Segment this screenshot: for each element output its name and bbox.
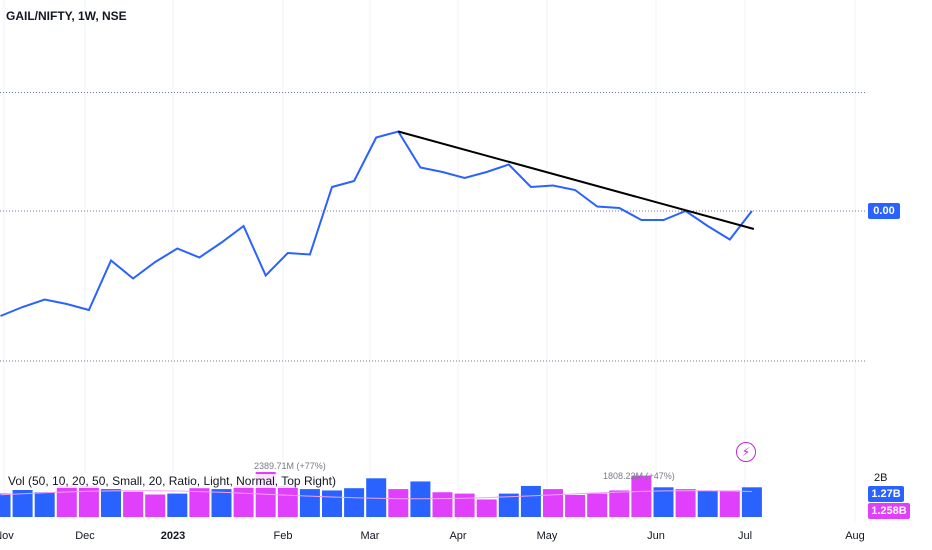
volume-bar xyxy=(454,493,475,517)
time-axis-label: Apr xyxy=(449,530,467,542)
volume-bar xyxy=(388,489,409,517)
volume-current-blue-label: 1.27B xyxy=(868,486,904,502)
volume-bar xyxy=(609,490,630,517)
vertical-gridlines xyxy=(3,0,856,522)
time-axis-label: Dec xyxy=(75,530,95,542)
time-axis-label: May xyxy=(536,530,558,542)
volume-bar xyxy=(123,491,144,517)
volume-bar xyxy=(0,493,11,517)
volume-bar xyxy=(322,490,342,517)
volume-bar xyxy=(432,492,453,517)
volume-bar xyxy=(543,489,563,517)
time-axis-label: Jun xyxy=(647,530,665,542)
volume-bar xyxy=(675,489,696,517)
volume-bar xyxy=(631,475,652,517)
volume-bar xyxy=(653,487,674,517)
price-line xyxy=(0,130,753,317)
volume-bar xyxy=(233,485,254,517)
last-price-label: 0.00 xyxy=(868,203,900,219)
volume-bar xyxy=(520,485,541,517)
time-axis-label: 2023 xyxy=(160,530,186,542)
volume-bar xyxy=(78,485,99,517)
chart-title: GAIL/NIFTY, 1W, NSE xyxy=(6,9,127,23)
time-axis-label: Mar xyxy=(360,530,380,542)
volume-bar xyxy=(565,494,586,517)
volume-bar xyxy=(211,489,232,517)
volume-bar xyxy=(34,492,55,517)
volume-bar xyxy=(56,485,77,517)
time-axis-label: Nov xyxy=(0,530,14,542)
volume-bar xyxy=(498,493,519,517)
time-axis-label: Aug xyxy=(845,530,865,542)
volume-bar xyxy=(476,499,497,517)
volume-bar xyxy=(277,485,298,517)
volume-bar xyxy=(344,488,365,517)
volume-ma-line xyxy=(0,490,752,500)
volume-bar xyxy=(719,490,740,517)
volume-indicator-legend[interactable]: Vol (50, 10, 20, 50, Small, 20, Ratio, L… xyxy=(6,474,338,488)
volume-bar xyxy=(366,478,387,517)
volume-bar xyxy=(299,489,320,517)
volume-bars xyxy=(0,472,762,517)
volume-bar xyxy=(697,490,718,517)
volume-current-pink-label: 1.258B xyxy=(868,503,910,519)
volume-bar xyxy=(12,490,33,517)
time-axis-label: Jul xyxy=(737,530,753,542)
volume-bar xyxy=(189,488,210,517)
horizontal-dotted-levels xyxy=(0,92,866,362)
volume-bar xyxy=(587,493,608,517)
volume-bar xyxy=(145,494,166,517)
volume-bar xyxy=(167,493,188,517)
volume-bar xyxy=(741,487,762,517)
volume-peak-note-left: 2389.71M (+77%) xyxy=(254,461,326,471)
time-axis-label: Feb xyxy=(273,530,293,542)
volume-bar xyxy=(101,489,121,517)
volume-scale-top-label: 2B xyxy=(874,472,888,484)
volume-peak-note-right: 1808.22M (+47%) xyxy=(603,471,675,481)
trendline xyxy=(398,130,755,230)
flash-icon[interactable]: ⚡ xyxy=(736,442,756,462)
